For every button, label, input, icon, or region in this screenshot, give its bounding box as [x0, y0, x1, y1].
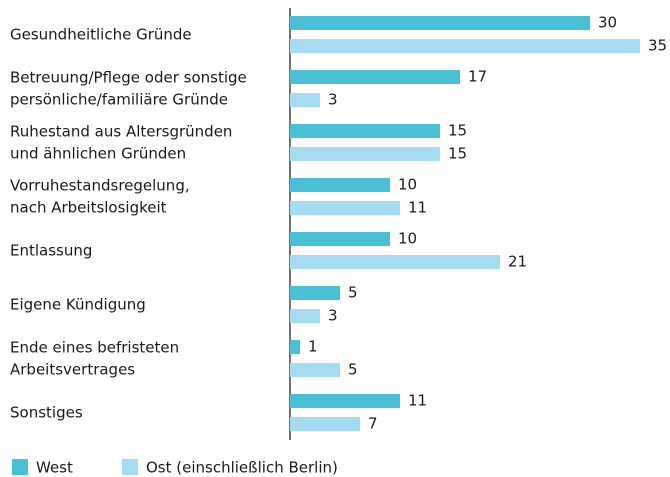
- bar: [290, 124, 440, 138]
- value-label: 15: [448, 145, 467, 163]
- category-label: Sonstiges: [10, 403, 83, 421]
- bar: [290, 340, 300, 354]
- bar: [290, 16, 590, 30]
- category-label: Eigene Kündigung: [10, 295, 146, 313]
- category-label: Entlassung: [10, 241, 92, 259]
- legend-label: West: [36, 459, 73, 477]
- value-label: 7: [368, 415, 378, 433]
- bar: [290, 147, 440, 161]
- bar: [290, 70, 460, 84]
- value-label: 3: [328, 91, 338, 109]
- category-line: Entlassung: [10, 241, 92, 259]
- category-line: persönliche/familiäre Gründe: [10, 90, 228, 108]
- value-label: 10: [398, 230, 417, 248]
- bar: [290, 232, 390, 246]
- legend-swatch: [122, 459, 138, 475]
- category-line: Vorruhestandsregelung,: [10, 176, 190, 194]
- bar: [290, 93, 320, 107]
- value-label: 11: [408, 199, 427, 217]
- value-label: 11: [408, 392, 427, 410]
- category-label: Ruhestand aus Altersgründen und ähnlichen…: [10, 122, 232, 162]
- bar: [290, 309, 320, 323]
- category-line: Ende eines befristeten: [10, 338, 179, 356]
- bar: [290, 394, 400, 408]
- legend-label: Ost (einschließlich Berlin): [146, 459, 338, 477]
- category-label: Betreuung/Pflege oder sonstige persönlich…: [10, 68, 247, 108]
- value-label: 5: [348, 361, 358, 379]
- category-label: Ende eines befristeten Arbeitsvertrages: [10, 338, 179, 378]
- bar: [290, 286, 340, 300]
- bar: [290, 39, 640, 53]
- value-label: 5: [348, 284, 358, 302]
- bar: [290, 201, 400, 215]
- value-label: 15: [448, 122, 467, 140]
- category-line: nach Arbeitslosigkeit: [10, 198, 167, 216]
- category-line: Gesundheitliche Gründe: [10, 25, 192, 43]
- bar: [290, 363, 340, 377]
- legend-swatch: [12, 459, 28, 475]
- value-label: 10: [398, 176, 417, 194]
- category-line: Betreuung/Pflege oder sonstige: [10, 68, 247, 86]
- category-line: Eigene Kündigung: [10, 295, 146, 313]
- category-line: Ruhestand aus Altersgründen: [10, 122, 232, 140]
- bar: [290, 417, 360, 431]
- category-label: Vorruhestandsregelung, nach Arbeitslosigk…: [10, 176, 190, 216]
- value-label: 3: [328, 307, 338, 325]
- category-line: Sonstiges: [10, 403, 83, 421]
- value-label: 1: [308, 338, 318, 356]
- category-label: Gesundheitliche Gründe: [10, 25, 192, 43]
- bar: [290, 255, 500, 269]
- category-line: Arbeitsvertrages: [10, 360, 135, 378]
- value-label: 21: [508, 253, 527, 271]
- bar: [290, 178, 390, 192]
- value-label: 35: [648, 37, 667, 55]
- value-label: 30: [598, 14, 617, 32]
- category-line: und ähnlichen Gründen: [10, 144, 186, 162]
- value-label: 17: [468, 68, 487, 86]
